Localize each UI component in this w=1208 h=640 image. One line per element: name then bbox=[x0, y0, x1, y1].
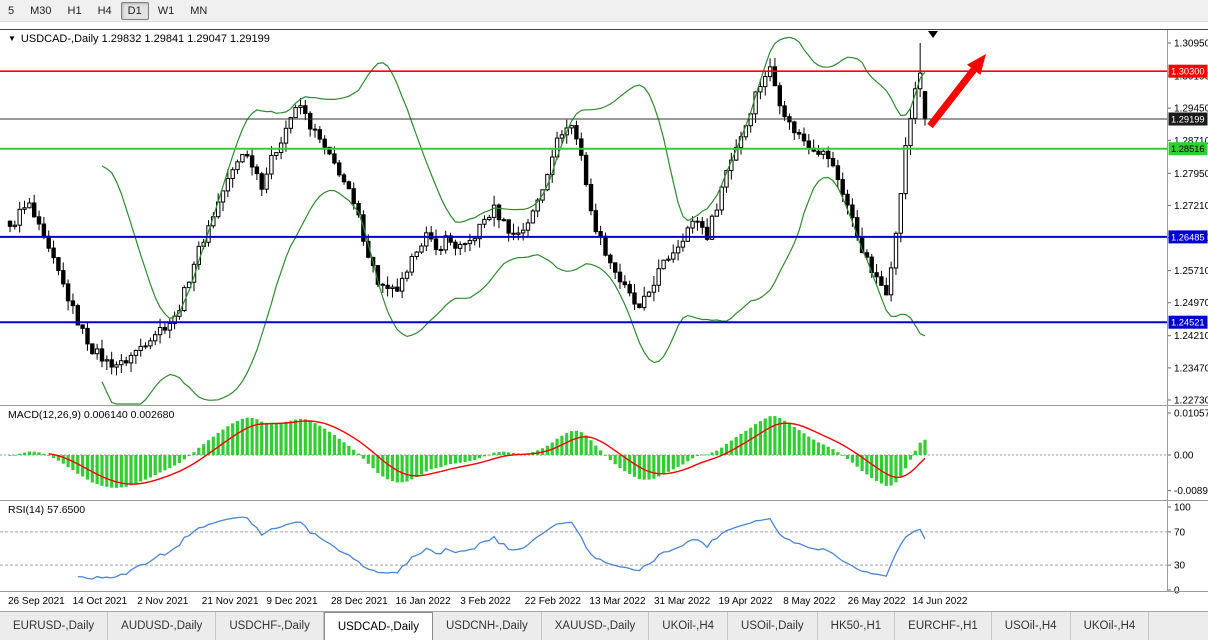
date-label: 14 Oct 2021 bbox=[73, 596, 128, 607]
rsi-axis[interactable]: 10070300 bbox=[1168, 503, 1191, 597]
date-label: 16 Jan 2022 bbox=[396, 596, 451, 607]
price-axis-label: 1.30950 bbox=[1174, 39, 1208, 50]
price-box-label: 1.24521 bbox=[1171, 318, 1205, 328]
price-axis-label: 1.22730 bbox=[1174, 396, 1208, 407]
date-label: 19 Apr 2022 bbox=[719, 596, 773, 607]
chart-tab-usdcnh-daily[interactable]: USDCNH-,Daily bbox=[433, 612, 542, 640]
date-label: 31 Mar 2022 bbox=[654, 596, 711, 607]
date-label: 8 May 2022 bbox=[783, 596, 836, 607]
price-axis-label: 1.29450 bbox=[1174, 104, 1208, 115]
rsi-indicator-title: RSI(14) 57.6500 bbox=[8, 504, 86, 516]
timeframe-button-H1[interactable]: H1 bbox=[67, 4, 82, 17]
chart-tab-usdcad-daily[interactable]: USDCAD-,Daily bbox=[323, 612, 433, 640]
date-label: 13 Mar 2022 bbox=[589, 596, 646, 607]
price-axis-label: 1.28710 bbox=[1174, 136, 1208, 147]
macd-axis-label: 0.00 bbox=[1174, 451, 1194, 462]
chart-tab-usoil-daily[interactable]: USOil-,Daily bbox=[728, 612, 818, 640]
price-axis-label: 1.25710 bbox=[1174, 266, 1208, 277]
chart-tab-bar: EURUSD-,Daily AUDUSD-,Daily USDCHF-,Daily U… bbox=[0, 611, 1208, 640]
chart-tab-eurchf-h1[interactable]: EURCHF-,H1 bbox=[895, 612, 992, 640]
chart-tab-usdchf-daily[interactable]: USDCHF-,Daily bbox=[216, 612, 324, 640]
chart-tab-hk50-h1[interactable]: HK50-,H1 bbox=[818, 612, 896, 640]
timeframe-button-M30[interactable]: M30 bbox=[30, 4, 52, 17]
macd-signal-line bbox=[48, 420, 926, 485]
timeframe-button-W1[interactable]: W1 bbox=[157, 4, 175, 17]
timeframe-button-D1[interactable]: D1 bbox=[120, 1, 149, 20]
chart-title-text: USDCAD-,Daily 1.29832 1.29841 1.29047 1.… bbox=[20, 33, 270, 45]
date-label: 14 Jun 2022 bbox=[912, 596, 967, 607]
chart-tab-xauusd-daily[interactable]: XAUUSD-,Daily bbox=[542, 612, 650, 640]
timeframe-toolbar: 5 M30 H1 H4 D1 W1 MN bbox=[0, 0, 1208, 22]
chart-tab-eurusd-daily[interactable]: EURUSD-,Daily bbox=[0, 612, 109, 640]
chart-tab-audusd-daily[interactable]: AUDUSD-,Daily bbox=[108, 612, 217, 640]
date-label: 2 Nov 2021 bbox=[137, 596, 189, 607]
price-box-label: 1.30300 bbox=[1171, 67, 1205, 77]
macd-axis-label: -0.00896 bbox=[1174, 486, 1208, 497]
date-label: 22 Feb 2022 bbox=[525, 596, 582, 607]
rsi-axis-label: 100 bbox=[1174, 503, 1191, 514]
high-marker-icon[interactable] bbox=[928, 31, 938, 38]
bollinger-lower-band bbox=[101, 176, 926, 405]
price-box-1.30300 bbox=[1168, 64, 1208, 78]
chart-tab-ukoil-h4[interactable]: UKOil-,H4 bbox=[1071, 612, 1150, 640]
price-box-label: 1.28516 bbox=[1171, 144, 1205, 154]
rsi-axis-label: 30 bbox=[1174, 561, 1186, 572]
price-box-1.24521 bbox=[1168, 315, 1208, 329]
macd-axis[interactable]: 0.010578 0.00 -0.00896 bbox=[1168, 409, 1208, 498]
date-label: 21 Nov 2021 bbox=[202, 596, 259, 607]
trend-arrow[interactable] bbox=[927, 67, 977, 129]
macd-axis-label: 0.010578 bbox=[1174, 409, 1208, 420]
date-label: 26 Sep 2021 bbox=[8, 596, 65, 607]
price-box-label: 1.29199 bbox=[1171, 115, 1205, 125]
timeframe-button-5[interactable]: 5 bbox=[8, 4, 15, 17]
price-box-1.29199 bbox=[1168, 112, 1208, 126]
macd-histogram bbox=[8, 416, 927, 488]
price-axis-label: 1.27950 bbox=[1174, 169, 1208, 180]
date-label: 26 May 2022 bbox=[848, 596, 906, 607]
trend-arrow-head[interactable] bbox=[967, 54, 986, 75]
price-axis-label: 1.23470 bbox=[1174, 363, 1208, 374]
price-axis-label: 1.27210 bbox=[1174, 201, 1208, 212]
macd-indicator-title: MACD(12,26,9) 0.006140 0.002680 bbox=[8, 409, 175, 421]
date-axis[interactable]: 26 Sep 2021 14 Oct 2021 2 Nov 2021 21 Nov 2… bbox=[8, 596, 968, 607]
bollinger-upper-band bbox=[101, 36, 926, 320]
rsi-axis-label: 70 bbox=[1174, 527, 1186, 538]
date-label: 3 Feb 2022 bbox=[460, 596, 511, 607]
rsi-line bbox=[77, 516, 926, 580]
price-axis-label: 1.24210 bbox=[1174, 331, 1208, 342]
date-label: 9 Dec 2021 bbox=[266, 596, 318, 607]
horizontal-lines-layer bbox=[0, 70, 1168, 324]
chevron-down-icon[interactable]: ▼ bbox=[8, 34, 16, 43]
price-box-1.26485 bbox=[1168, 230, 1208, 244]
price-box-label: 1.26485 bbox=[1171, 232, 1205, 242]
price-box-1.28516 bbox=[1168, 142, 1208, 156]
date-label: 28 Dec 2021 bbox=[331, 596, 388, 607]
timeframe-button-H4[interactable]: H4 bbox=[97, 4, 112, 17]
chart-tab-usoil-h4[interactable]: USOil-,H4 bbox=[992, 612, 1071, 640]
chart-tab-ukoil-h4[interactable]: UKOil-,H4 bbox=[649, 612, 729, 640]
candles-layer[interactable] bbox=[7, 43, 928, 376]
price-axis[interactable]: 1.309501.301901.294501.287101.279501.272… bbox=[1168, 39, 1208, 407]
price-axis-label: 1.24970 bbox=[1174, 298, 1208, 309]
timeframe-button-MN[interactable]: MN bbox=[190, 4, 208, 17]
chart-symbol-title: ▼ USDCAD-,Daily 1.29832 1.29841 1.29047 … bbox=[8, 33, 270, 45]
